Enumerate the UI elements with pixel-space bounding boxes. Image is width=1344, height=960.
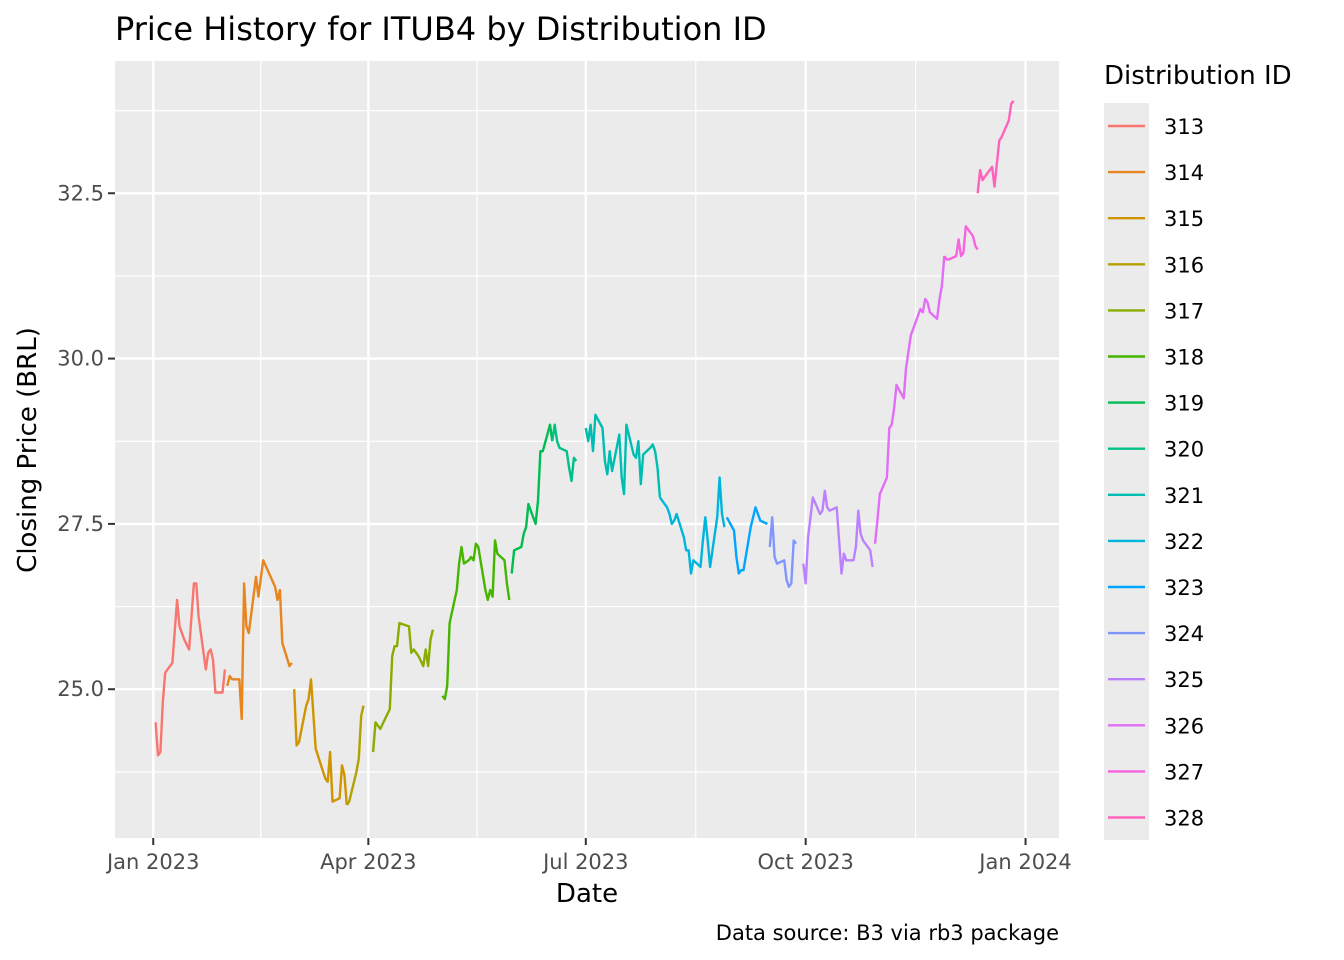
series-line-326 bbox=[873, 256, 946, 544]
series-line-319 bbox=[510, 423, 554, 574]
x-tick-label: Jan 2023 bbox=[105, 850, 200, 874]
x-tick-label: Jul 2023 bbox=[541, 850, 628, 874]
series-line-314 bbox=[226, 559, 293, 721]
legend-label-313: 313 bbox=[1164, 115, 1204, 139]
major-gridlines bbox=[115, 61, 1059, 838]
y-tick-label: 30.0 bbox=[57, 347, 104, 371]
legend-label-314: 314 bbox=[1164, 161, 1204, 185]
y-tick-label: 27.5 bbox=[57, 512, 104, 536]
series-line-321 bbox=[584, 413, 662, 498]
legend-label-316: 316 bbox=[1164, 253, 1204, 277]
y-axis-label: Closing Price (BRL) bbox=[13, 327, 43, 573]
series-line-327 bbox=[943, 225, 979, 261]
legend-label-328: 328 bbox=[1164, 807, 1204, 831]
legend-label-321: 321 bbox=[1164, 484, 1204, 508]
series-lines bbox=[154, 99, 1015, 806]
legend-label-326: 326 bbox=[1164, 714, 1204, 738]
legend-label-323: 323 bbox=[1164, 576, 1204, 600]
x-axis-label: Date bbox=[556, 879, 618, 909]
legend-label-318: 318 bbox=[1164, 346, 1204, 370]
legend: Distribution ID 313 314 315 316 317 318 319 320… bbox=[1104, 61, 1292, 840]
y-tick-label: 32.5 bbox=[57, 181, 104, 205]
series-line-325 bbox=[802, 489, 874, 585]
chart-title: Price History for ITUB4 by Distribution … bbox=[115, 10, 767, 48]
y-axis: 25.0 27.5 30.0 32.5 bbox=[57, 181, 115, 701]
legend-label-315: 315 bbox=[1164, 207, 1204, 231]
chart-caption: Data source: B3 via rb3 package bbox=[716, 921, 1059, 945]
series-line-315 bbox=[293, 678, 348, 805]
legend-key-background bbox=[1104, 103, 1149, 840]
legend-label-325: 325 bbox=[1164, 668, 1204, 692]
legend-label-319: 319 bbox=[1164, 392, 1204, 416]
legend-items: 313 314 315 316 317 318 319 320 321 322 323 324 325 3… bbox=[1108, 115, 1204, 831]
x-tick-label: Apr 2023 bbox=[320, 850, 416, 874]
y-tick-label: 25.0 bbox=[57, 677, 104, 701]
x-axis: Jan 2023 Apr 2023 Jul 2023 Oct 2023 Jan 2024 bbox=[105, 838, 1072, 874]
series-line-318 bbox=[441, 539, 511, 701]
series-line-323 bbox=[725, 506, 768, 575]
legend-label-320: 320 bbox=[1164, 438, 1204, 462]
legend-label-324: 324 bbox=[1164, 622, 1204, 646]
legend-title: Distribution ID bbox=[1104, 61, 1292, 91]
series-line-322 bbox=[658, 476, 726, 575]
x-tick-label: Oct 2023 bbox=[757, 850, 853, 874]
series-line-317 bbox=[371, 621, 435, 753]
legend-label-322: 322 bbox=[1164, 530, 1204, 554]
legend-label-327: 327 bbox=[1164, 760, 1204, 784]
x-tick-label: Jan 2024 bbox=[977, 850, 1072, 874]
series-line-316 bbox=[345, 705, 365, 806]
series-line-313 bbox=[154, 582, 227, 757]
legend-label-317: 317 bbox=[1164, 299, 1204, 323]
series-line-328 bbox=[976, 99, 1015, 194]
series-line-324 bbox=[768, 516, 798, 588]
series-line-320 bbox=[551, 423, 578, 483]
